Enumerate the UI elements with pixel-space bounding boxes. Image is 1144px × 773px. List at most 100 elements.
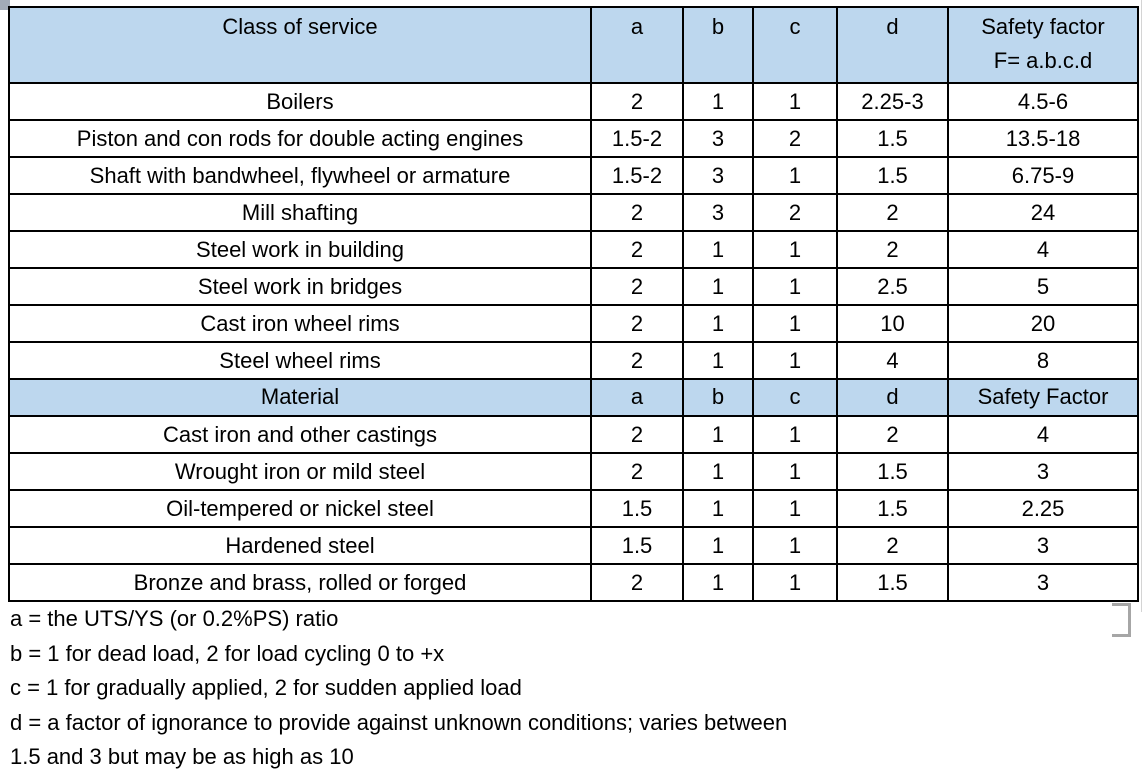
cell-d: 2	[836, 230, 949, 269]
cell-d: 2.5	[836, 267, 949, 306]
cell-safety-factor: 3	[947, 452, 1139, 491]
header-a: a	[590, 6, 684, 84]
cell-d: 1.5	[836, 452, 949, 491]
cell-c: 1	[752, 341, 838, 380]
header-a: a	[590, 378, 684, 417]
cell-c: 1	[752, 82, 838, 121]
header-c: c	[752, 378, 838, 417]
cell-safety-factor: 20	[947, 304, 1139, 343]
cell-material-name: Wrought iron or mild steel	[8, 452, 592, 491]
cell-d: 2.25-3	[836, 82, 949, 121]
cell-a: 1.5	[590, 489, 684, 528]
cell-c: 1	[752, 489, 838, 528]
table-row: Steel wheel rims 2 1 1 4 8	[8, 341, 1139, 380]
cell-b: 3	[682, 156, 754, 195]
cell-material-name: Oil-tempered or nickel steel	[8, 489, 592, 528]
table-row: Cast iron and other castings 2 1 1 2 4	[8, 415, 1139, 454]
cell-material-name: Hardened steel	[8, 526, 592, 565]
cell-d: 4	[836, 341, 949, 380]
cell-b: 3	[682, 193, 754, 232]
header-material: Material	[8, 378, 592, 417]
footnote-c: c = 1 for gradually applied, 2 for sudde…	[10, 675, 522, 700]
table-row: Steel work in bridges 2 1 1 2.5 5	[8, 267, 1139, 306]
cell-d: 1.5	[836, 119, 949, 158]
cell-material-name: Cast iron and other castings	[8, 415, 592, 454]
cell-b: 1	[682, 563, 754, 602]
footnote-d-continued: 1.5 and 3 but may be as high as 10	[10, 744, 354, 769]
cell-d: 2	[836, 193, 949, 232]
header-d: d	[836, 378, 949, 417]
cell-safety-factor: 5	[947, 267, 1139, 306]
cell-a: 2	[590, 304, 684, 343]
cell-a: 1.5	[590, 526, 684, 565]
header-d: d	[836, 6, 949, 84]
table-row: Hardened steel 1.5 1 1 2 3	[8, 526, 1139, 565]
cell-c: 1	[752, 415, 838, 454]
cell-safety-factor: 3	[947, 563, 1139, 602]
table-row: Cast iron wheel rims 2 1 1 10 20	[8, 304, 1139, 343]
cell-a: 2	[590, 452, 684, 491]
cell-service-name: Shaft with bandwheel, flywheel or armatu…	[8, 156, 592, 195]
cell-d: 2	[836, 415, 949, 454]
cell-safety-factor: 4.5-6	[947, 82, 1139, 121]
cell-d: 10	[836, 304, 949, 343]
cell-c: 1	[752, 230, 838, 269]
cell-safety-factor: 4	[947, 415, 1139, 454]
cell-service-name: Boilers	[8, 82, 592, 121]
header-c: c	[752, 6, 838, 84]
cell-safety-factor: 13.5-18	[947, 119, 1139, 158]
table-row: Shaft with bandwheel, flywheel or armatu…	[8, 156, 1139, 195]
cell-b: 1	[682, 489, 754, 528]
cell-c: 1	[752, 304, 838, 343]
cell-c: 1	[752, 452, 838, 491]
cell-material-name: Bronze and brass, rolled or forged	[8, 563, 592, 602]
cell-a: 2	[590, 193, 684, 232]
cell-c: 2	[752, 193, 838, 232]
cell-b: 3	[682, 119, 754, 158]
header-safety-factor: Safety Factor	[947, 378, 1139, 417]
cell-a: 2	[590, 267, 684, 306]
cell-a: 2	[590, 563, 684, 602]
table-resize-handle	[1112, 603, 1131, 637]
cell-c: 1	[752, 526, 838, 565]
table-row: Wrought iron or mild steel 2 1 1 1.5 3	[8, 452, 1139, 491]
safety-factor-table: Class of service a b c d Safety factor F…	[8, 6, 1139, 602]
cell-safety-factor: 8	[947, 341, 1139, 380]
cell-a: 2	[590, 82, 684, 121]
table-row: Oil-tempered or nickel steel 1.5 1 1 1.5…	[8, 489, 1139, 528]
cell-d: 2	[836, 526, 949, 565]
cell-safety-factor: 2.25	[947, 489, 1139, 528]
cell-d: 1.5	[836, 489, 949, 528]
cell-c: 1	[752, 267, 838, 306]
safety-factor-formula: F= a.b.c.d	[993, 48, 1093, 73]
cell-safety-factor: 4	[947, 230, 1139, 269]
cell-a: 2	[590, 341, 684, 380]
cell-d: 1.5	[836, 563, 949, 602]
cell-b: 1	[682, 304, 754, 343]
cell-service-name: Piston and con rods for double acting en…	[8, 119, 592, 158]
header-safety-factor: Safety factor F= a.b.c.d	[947, 6, 1139, 84]
table-row: Boilers 2 1 1 2.25-3 4.5-6	[8, 82, 1139, 121]
table-row: Mill shafting 2 3 2 2 24	[8, 193, 1139, 232]
cell-service-name: Cast iron wheel rims	[8, 304, 592, 343]
material-header-row: Material a b c d Safety Factor	[8, 378, 1139, 417]
cell-b: 1	[682, 452, 754, 491]
cell-c: 1	[752, 156, 838, 195]
safety-factor-line1: Safety factor	[981, 14, 1105, 39]
header-b: b	[682, 6, 754, 84]
cell-a: 2	[590, 230, 684, 269]
table-row: Piston and con rods for double acting en…	[8, 119, 1139, 158]
cell-service-name: Steel work in building	[8, 230, 592, 269]
cell-b: 1	[682, 82, 754, 121]
page-edge-line	[1141, 0, 1142, 612]
cell-service-name: Steel work in bridges	[8, 267, 592, 306]
cell-safety-factor: 24	[947, 193, 1139, 232]
cell-c: 2	[752, 119, 838, 158]
cell-b: 1	[682, 341, 754, 380]
cell-safety-factor: 3	[947, 526, 1139, 565]
cell-b: 1	[682, 526, 754, 565]
cell-a: 2	[590, 415, 684, 454]
cell-a: 1.5-2	[590, 156, 684, 195]
cell-b: 1	[682, 267, 754, 306]
